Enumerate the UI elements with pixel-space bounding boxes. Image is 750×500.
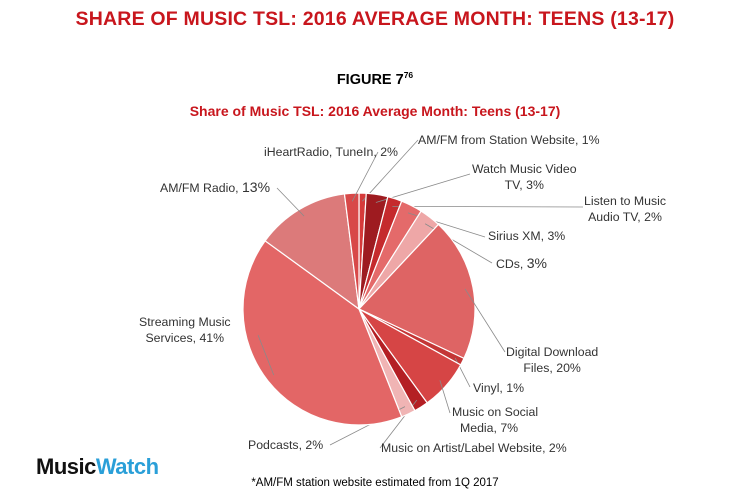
label-am-fm-radio-value: 13% <box>242 179 271 195</box>
label-sirius-xm: Sirius XM, 3% <box>488 229 565 245</box>
footnote: *AM/FM station website estimated from 1Q… <box>251 477 499 489</box>
label-listen-music-audio: Listen to Music Audio TV, 2% <box>584 194 666 225</box>
label-cds: CDs, 3% <box>496 255 547 273</box>
label-iheartradio-value: 2% <box>380 145 398 159</box>
label-am-fm-radio: AM/FM Radio, 13% <box>160 179 271 197</box>
label-listen-music-audio-line1: Listen to Music <box>584 194 667 208</box>
label-music-social-media-line1: Music on Social <box>452 405 539 419</box>
label-iheartradio: iHeartRadio, TuneIn, 2% <box>264 145 398 161</box>
label-podcasts-value: 2% <box>305 438 324 452</box>
label-am-fm-website-value: 1% <box>581 133 600 147</box>
label-cds-text: CDs, <box>496 257 524 271</box>
label-streaming-music-value: 41% <box>199 330 225 345</box>
leader-line-listen-music-audio <box>392 206 584 208</box>
leader-line-digital-download <box>464 288 506 353</box>
label-sirius-xm-value: 3% <box>547 229 566 243</box>
label-streaming-music: Streaming Music Services, 41% <box>139 315 231 346</box>
leader-line-am-fm-radio <box>276 187 305 217</box>
label-streaming-music-line1: Streaming Music <box>139 315 231 329</box>
label-am-fm-website: AM/FM from Station Website, 1% <box>418 133 600 149</box>
label-digital-download-value: 20% <box>556 360 581 375</box>
label-artist-label-website: Music on Artist/Label Website, 2% <box>381 441 567 457</box>
label-music-social-media-value: 7% <box>500 420 519 435</box>
label-watch-music-video-line2: TV, <box>504 177 523 192</box>
logo-part-watch: Watch <box>95 454 159 479</box>
label-music-social-media: Music on Social Media, 7% <box>452 405 538 436</box>
label-vinyl-value: 1% <box>506 381 525 395</box>
label-am-fm-website-text: AM/FM from Station Website, <box>418 133 579 147</box>
label-streaming-music-line2: Services, <box>145 330 197 345</box>
label-digital-download-line1: Digital Download <box>506 345 599 359</box>
pie-slice-iheartradio <box>343 192 360 310</box>
pie-slice-digital-download <box>357 223 476 360</box>
label-vinyl-text: Vinyl, <box>473 381 503 395</box>
figure-label-text: FIGURE 7 <box>336 71 404 88</box>
figure-superscript: 76 <box>403 70 414 80</box>
musicwatch-logo: MusicWatch <box>36 454 159 480</box>
label-watch-music-video: Watch Music Video TV, 3% <box>472 162 577 193</box>
leader-line-streaming-music <box>257 334 275 376</box>
page-title: SHARE OF MUSIC TSL: 2016 AVERAGE MONTH: … <box>75 8 675 30</box>
label-vinyl: Vinyl, 1% <box>473 381 524 397</box>
label-iheartradio-text: iHeartRadio, TuneIn, <box>264 145 377 159</box>
label-listen-music-audio-value: 2% <box>644 209 662 224</box>
leader-line-music-social-media <box>439 380 451 414</box>
label-am-fm-radio-text: AM/FM Radio, <box>160 181 239 195</box>
label-podcasts: Podcasts, 2% <box>248 438 323 454</box>
logo-part-music: Music <box>36 454 96 479</box>
label-cds-value: 3% <box>526 255 547 271</box>
label-digital-download: Digital Download Files, 20% <box>506 345 598 376</box>
label-sirius-xm-text: Sirius XM, <box>488 229 545 243</box>
label-podcasts-text: Podcasts, <box>248 438 302 452</box>
pie-slice-am-fm-radio <box>264 193 360 311</box>
leader-line-iheartradio <box>351 151 379 202</box>
label-listen-music-audio-line2: Audio TV, <box>588 209 641 224</box>
pie-slice-streaming-music <box>242 239 403 426</box>
figure-label: FIGURE 776 <box>0 70 750 88</box>
leader-line-am-fm-website <box>362 139 419 202</box>
label-watch-music-video-value: 3% <box>526 177 544 192</box>
label-artist-label-website-value: 2% <box>548 441 567 455</box>
label-music-social-media-line2: Media, <box>460 420 497 435</box>
chart-title: Share of Music TSL: 2016 Average Month: … <box>189 103 561 119</box>
label-watch-music-video-line1: Watch Music Video <box>472 162 577 176</box>
label-artist-label-website-text: Music on Artist/Label Website, <box>381 441 546 455</box>
label-digital-download-line2: Files, <box>523 360 553 375</box>
